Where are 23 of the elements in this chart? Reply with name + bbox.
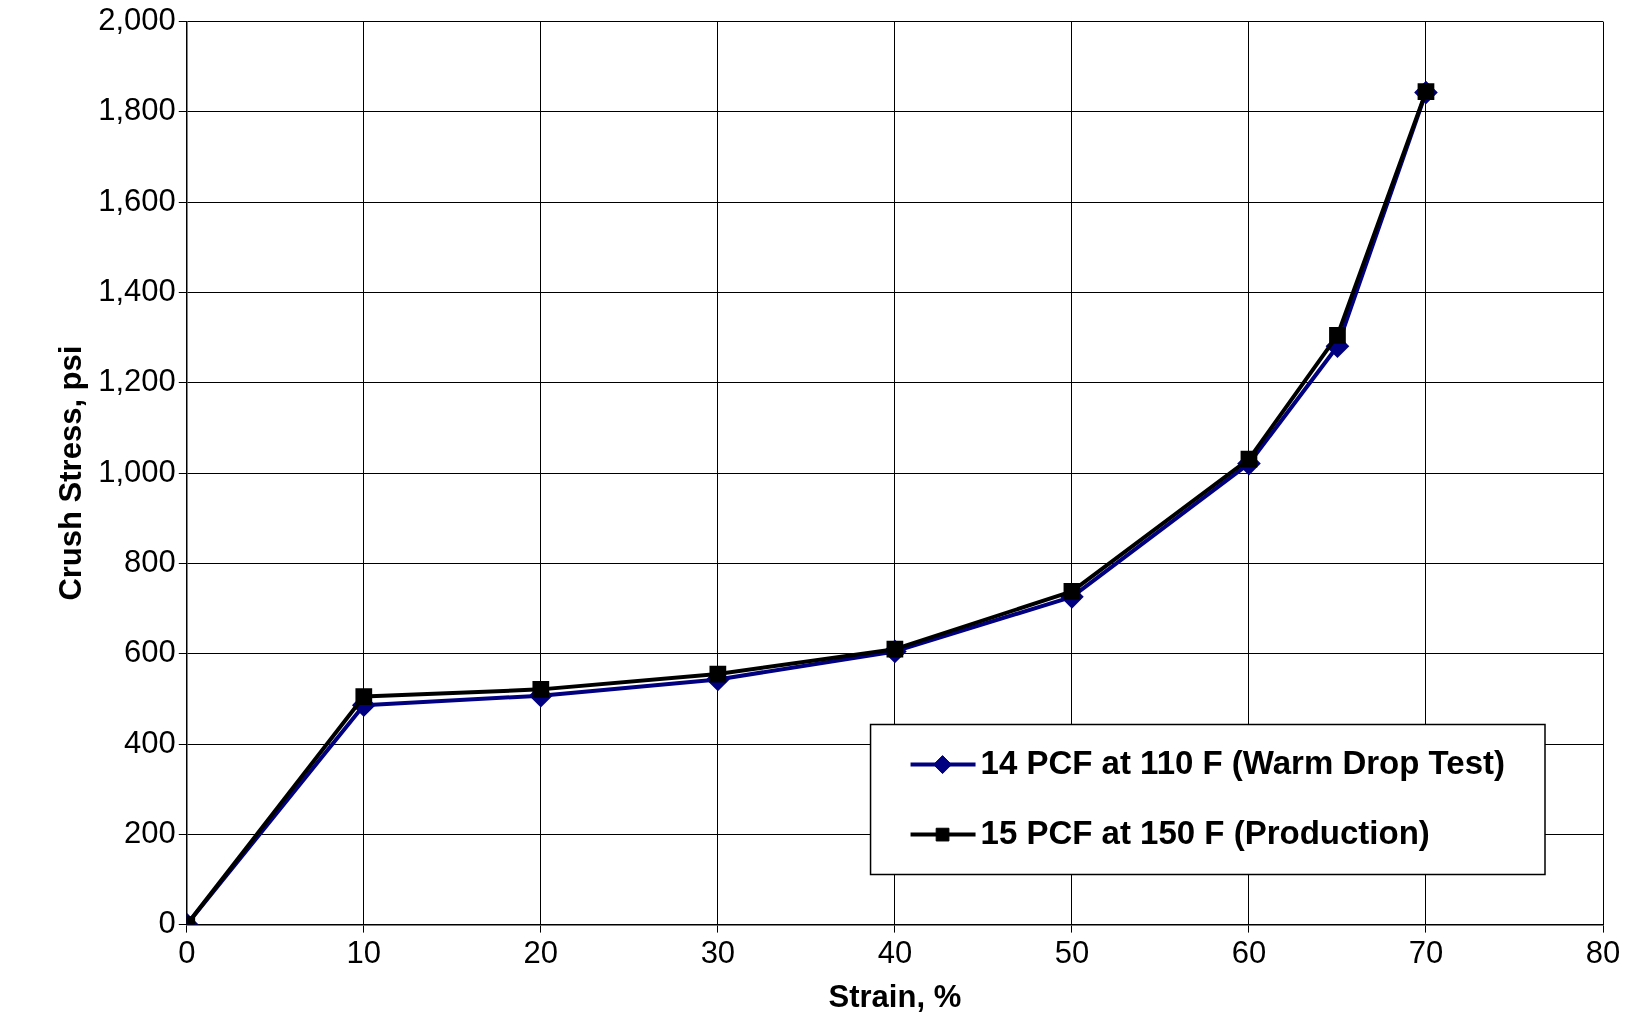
y-tick-label: 0: [158, 905, 176, 941]
legend-label: 15 PCF at 150 F (Production): [980, 813, 1430, 851]
y-tick-label: 1,200: [98, 363, 176, 399]
y-tick-label: 1,800: [98, 92, 176, 128]
legend-label: 14 PCF at 110 F (Warm Drop Test): [980, 743, 1506, 781]
y-tick-label: 800: [124, 543, 176, 579]
x-tick-label: 80: [1585, 934, 1621, 970]
y-tick-label: 1,000: [98, 453, 176, 489]
x-tick-label: 40: [877, 934, 913, 970]
y-tick-label: 2,000: [98, 2, 176, 38]
x-tick-label: 50: [1054, 934, 1090, 970]
x-tick-label: 20: [523, 934, 559, 970]
y-tick-label: 600: [124, 634, 176, 670]
y-axis-title: Crush Stress, psi: [53, 345, 89, 601]
x-tick-label: 30: [700, 934, 736, 970]
y-tick-label: 400: [124, 724, 176, 760]
x-tick-label: 70: [1408, 934, 1444, 970]
x-axis-title: Strain, %: [828, 978, 962, 1014]
y-tick-label: 1,600: [98, 182, 176, 218]
x-tick-label: 10: [346, 934, 382, 970]
x-tick-label: 60: [1231, 934, 1267, 970]
y-tick-label: 1,400: [98, 273, 176, 309]
y-tick-label: 200: [124, 814, 176, 850]
